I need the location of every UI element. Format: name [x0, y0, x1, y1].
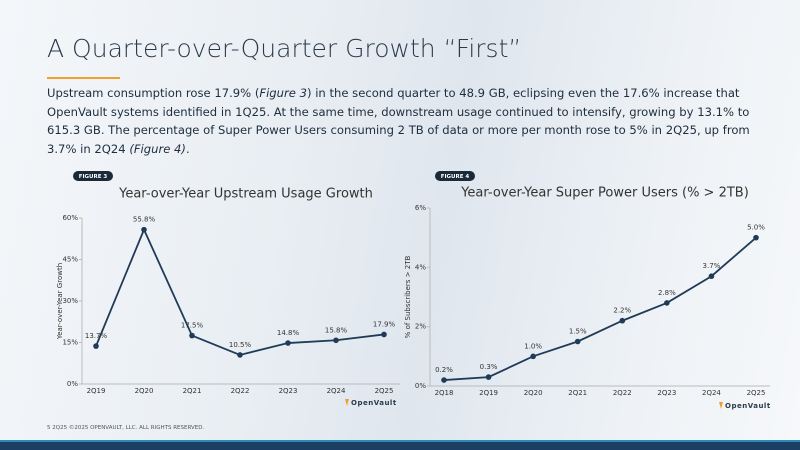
point: [141, 226, 147, 233]
x-tick-label: 2Q25: [747, 389, 766, 397]
body-part: .: [185, 141, 190, 156]
value-label: 10.5%: [229, 341, 252, 349]
y-tick-label: 15%: [62, 339, 78, 347]
chart-title: Year-over-Year Upstream Usage Growth: [118, 187, 373, 202]
point: [619, 317, 626, 324]
chart-title: Year-over-Year Super Power Users (% > 2T…: [460, 186, 749, 201]
x-tick-label: 2Q22: [613, 389, 632, 397]
x-tick-label: 2Q22: [231, 387, 250, 395]
point: [574, 338, 581, 345]
y-tick-label: 0%: [67, 380, 78, 388]
figure-badge: [73, 171, 113, 181]
footer: 5 2Q25 ©2025 OPENVAULT, LLC. ALL RIGHTS …: [47, 425, 205, 431]
value-label: 17.9%: [373, 320, 396, 328]
value-label: 5.0%: [747, 224, 765, 232]
slide-title: A Quarter-over-Quarter Growth “First”: [47, 34, 522, 63]
y-tick-label: 60%: [62, 214, 78, 222]
y-axis-label: % of Subscribers > 2TB: [404, 256, 412, 339]
body-part: (Figure 4): [129, 141, 186, 156]
bottom-bar: [0, 440, 800, 450]
point: [441, 377, 447, 383]
x-tick-label: 2Q25: [375, 387, 394, 395]
logo: OpenVault: [351, 399, 397, 407]
figure-badge: [435, 171, 475, 181]
value-label: 15.8%: [325, 326, 348, 334]
x-tick-label: 2Q23: [279, 387, 298, 395]
value-label: 2.2%: [613, 307, 631, 315]
point: [530, 353, 536, 360]
value-label: 13.7%: [85, 332, 108, 340]
x-tick-label: 2Q18: [435, 389, 454, 397]
value-label: 0.2%: [435, 366, 453, 374]
title-rule: [47, 77, 120, 79]
figure-label: FIGURE 3: [79, 174, 108, 180]
y-tick-label: 4%: [415, 263, 426, 271]
figure-label: FIGURE 4: [441, 174, 470, 180]
x-tick-label: 2Q21: [183, 387, 202, 395]
value-label: 1.5%: [569, 328, 587, 336]
x-tick-label: 2Q20: [524, 389, 543, 397]
x-tick-label: 2Q19: [87, 387, 106, 395]
point: [93, 343, 99, 349]
line: [95, 227, 385, 356]
point: [381, 331, 387, 338]
body-part: ) in the second quarter to 48.9 GB, ecli…: [47, 86, 750, 156]
body-part: Upstream consumption rose 17.9% (: [47, 86, 260, 100]
value-label: 55.8%: [133, 216, 156, 224]
logo: OpenVault: [725, 402, 771, 410]
line: [443, 236, 757, 381]
point: [189, 332, 195, 339]
x-tick-label: 2Q19: [479, 389, 498, 397]
value-label: 1.0%: [524, 342, 542, 350]
point: [708, 273, 715, 280]
y-tick-label: 30%: [62, 297, 78, 305]
x-tick-label: 2Q21: [568, 389, 587, 397]
point: [664, 300, 670, 306]
point: [285, 340, 291, 346]
y-tick-label: 45%: [62, 256, 78, 264]
y-tick-label: 0%: [415, 382, 426, 390]
x-tick-label: 2Q20: [135, 387, 154, 395]
value-label: 2.8%: [658, 289, 676, 297]
logo-mark: [345, 399, 349, 406]
x-tick-label: 2Q24: [702, 389, 721, 397]
point: [333, 337, 339, 344]
point: [753, 234, 759, 241]
body-part: Figure 3: [259, 86, 307, 100]
point: [485, 374, 492, 380]
x-tick-label: 2Q23: [657, 389, 676, 397]
value-label: 0.3%: [480, 363, 498, 371]
x-tick-label: 2Q24: [327, 387, 346, 395]
logo-mark: [719, 402, 723, 409]
value-label: 14.8%: [277, 329, 300, 337]
y-axis-label: Year-over-Year Growth: [56, 263, 64, 340]
value-label: 3.7%: [703, 262, 721, 270]
body-text: Upstream consumption rose 17.9% (Figure …: [47, 84, 777, 158]
point: [237, 352, 243, 358]
y-tick-label: 2%: [415, 323, 426, 331]
y-tick-label: 6%: [415, 204, 426, 212]
value-label: 17.5%: [181, 322, 204, 330]
